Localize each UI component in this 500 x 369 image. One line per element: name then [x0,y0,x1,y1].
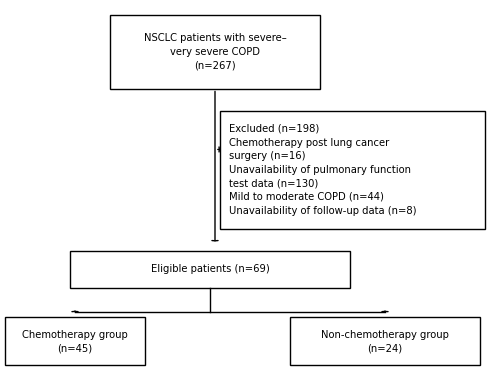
Text: Non-chemotherapy group
(n=24): Non-chemotherapy group (n=24) [321,330,449,353]
Text: Eligible patients (n=69): Eligible patients (n=69) [150,264,270,275]
Text: Chemotherapy group
(n=45): Chemotherapy group (n=45) [22,330,128,353]
FancyBboxPatch shape [70,251,350,288]
FancyBboxPatch shape [110,15,320,89]
FancyBboxPatch shape [290,317,480,365]
FancyBboxPatch shape [220,111,485,229]
Text: NSCLC patients with severe–
very severe COPD
(n=267): NSCLC patients with severe– very severe … [144,33,286,70]
FancyBboxPatch shape [5,317,145,365]
Text: Excluded (n=198)
Chemotherapy post lung cancer
surgery (n=16)
Unavailability of : Excluded (n=198) Chemotherapy post lung … [229,124,416,215]
